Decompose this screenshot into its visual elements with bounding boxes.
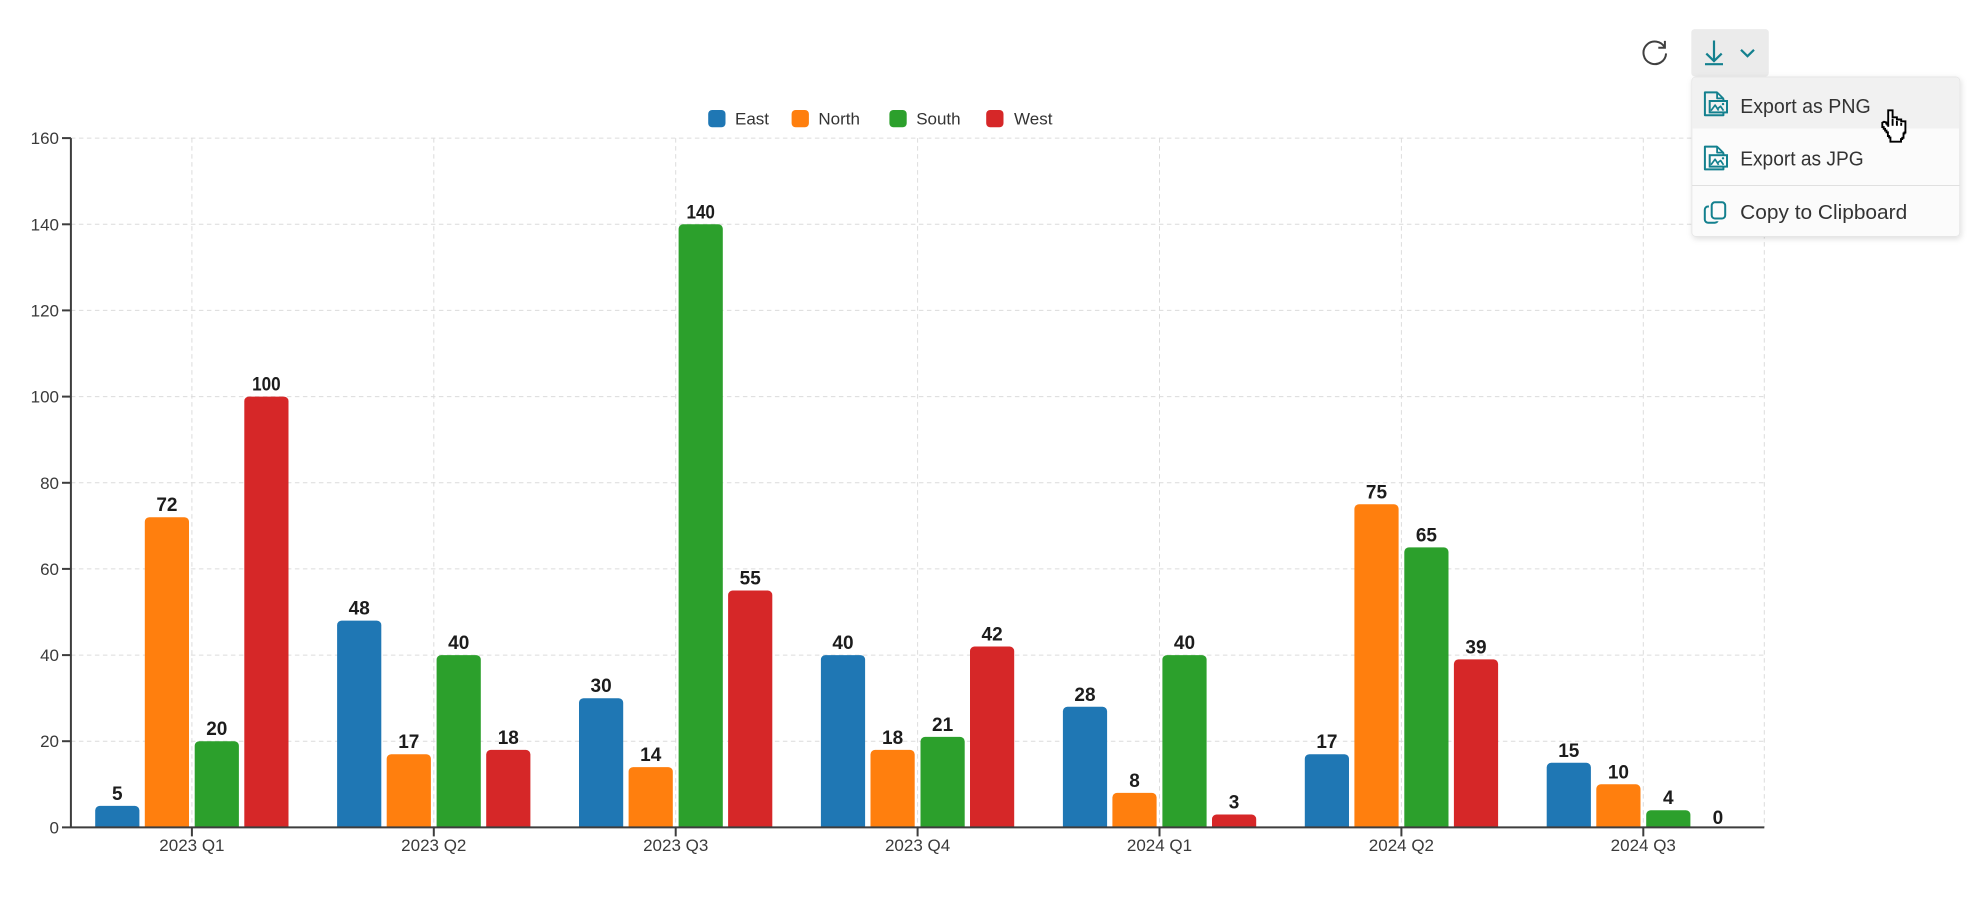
svg-text:80: 80 <box>40 474 59 493</box>
svg-text:18: 18 <box>498 728 519 749</box>
svg-text:40: 40 <box>832 633 853 654</box>
svg-text:15: 15 <box>1558 741 1580 762</box>
svg-text:0: 0 <box>50 818 59 837</box>
svg-text:2023 Q2: 2023 Q2 <box>401 836 466 855</box>
svg-text:140: 140 <box>31 215 59 234</box>
svg-text:75: 75 <box>1366 482 1388 503</box>
svg-text:2023 Q3: 2023 Q3 <box>643 836 708 855</box>
svg-text:4: 4 <box>1663 788 1674 809</box>
svg-text:28: 28 <box>1074 685 1095 706</box>
svg-text:65: 65 <box>1416 525 1438 546</box>
svg-text:Export as JPG: Export as JPG <box>1740 148 1864 171</box>
svg-text:17: 17 <box>398 732 419 753</box>
svg-text:2024 Q3: 2024 Q3 <box>1611 836 1676 855</box>
svg-text:120: 120 <box>31 301 59 320</box>
svg-text:2023 Q4: 2023 Q4 <box>885 836 950 855</box>
svg-text:30: 30 <box>591 676 612 697</box>
svg-text:100: 100 <box>252 375 281 396</box>
svg-text:20: 20 <box>206 719 227 740</box>
svg-text:West: West <box>1014 110 1053 129</box>
svg-text:20: 20 <box>40 732 59 751</box>
svg-text:40: 40 <box>1174 633 1195 654</box>
svg-text:21: 21 <box>932 715 954 736</box>
svg-text:72: 72 <box>156 495 177 516</box>
svg-text:18: 18 <box>882 728 903 749</box>
svg-text:2024 Q2: 2024 Q2 <box>1369 836 1434 855</box>
svg-text:17: 17 <box>1316 732 1337 753</box>
svg-text:2024 Q1: 2024 Q1 <box>1127 836 1192 855</box>
svg-text:5: 5 <box>112 784 123 805</box>
svg-text:39: 39 <box>1465 637 1486 658</box>
svg-text:60: 60 <box>40 560 59 579</box>
svg-text:140: 140 <box>686 202 715 223</box>
svg-text:Export as PNG: Export as PNG <box>1740 95 1871 118</box>
svg-text:Copy to Clipboard: Copy to Clipboard <box>1740 201 1907 224</box>
svg-text:North: North <box>818 110 860 129</box>
svg-text:42: 42 <box>982 625 1003 646</box>
svg-text:8: 8 <box>1129 771 1140 792</box>
svg-text:14: 14 <box>640 745 662 766</box>
svg-text:2023 Q1: 2023 Q1 <box>159 836 224 855</box>
svg-text:40: 40 <box>40 646 59 665</box>
svg-text:160: 160 <box>31 129 59 148</box>
svg-text:48: 48 <box>349 599 370 620</box>
svg-text:55: 55 <box>740 569 762 590</box>
svg-text:10: 10 <box>1608 762 1629 783</box>
svg-text:100: 100 <box>31 388 59 407</box>
svg-text:East: East <box>735 110 769 129</box>
svg-text:South: South <box>916 110 960 129</box>
svg-text:40: 40 <box>448 633 469 654</box>
svg-text:3: 3 <box>1229 793 1240 814</box>
svg-text:0: 0 <box>1713 808 1724 829</box>
